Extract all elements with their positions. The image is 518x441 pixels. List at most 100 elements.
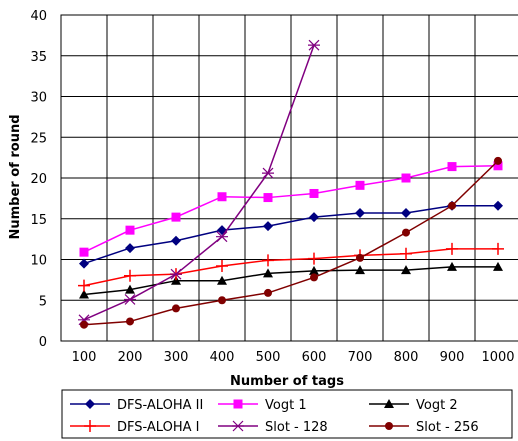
series-slot-128 (78, 39, 320, 326)
series-line (83, 204, 498, 265)
legend-marker (384, 399, 394, 408)
legend-marker (232, 420, 244, 432)
data-point (217, 192, 227, 202)
y-tick-label: 15 (30, 213, 47, 228)
data-point (262, 167, 274, 179)
y-tick-label: 25 (30, 131, 47, 146)
series-slot-256 (80, 156, 502, 329)
data-point (125, 243, 135, 254)
data-point (171, 235, 181, 246)
data-point (217, 275, 227, 285)
data-point (263, 268, 273, 278)
y-tick-label: 5 (39, 294, 47, 309)
legend-marker (385, 422, 393, 430)
data-point (447, 162, 457, 172)
series-line (83, 165, 499, 253)
x-tick-label: 500 (256, 350, 281, 365)
series-line (83, 248, 498, 287)
data-point (216, 231, 228, 243)
y-tick-label: 0 (39, 335, 47, 350)
data-point (355, 265, 365, 275)
legend-label: DFS-ALOHA I (117, 420, 199, 435)
data-point (493, 261, 503, 271)
x-tick-label: 900 (440, 350, 465, 365)
x-tick-label: 100 (72, 350, 97, 365)
y-tick-label: 30 (30, 91, 47, 106)
series-vogt-1 (79, 161, 503, 257)
legend-marker (85, 399, 95, 409)
data-point (446, 242, 458, 255)
y-tick-label: 10 (30, 254, 47, 269)
data-point (309, 265, 319, 275)
data-point (356, 253, 364, 262)
series-line (83, 44, 315, 321)
series-vogt-2 (79, 261, 503, 299)
legend-label: Vogt 1 (265, 398, 307, 413)
data-point (493, 200, 503, 211)
legend-label: Vogt 2 (416, 398, 458, 413)
data-point (79, 289, 89, 299)
data-point (402, 228, 410, 237)
data-point (218, 296, 226, 305)
data-point (263, 221, 273, 232)
x-tick-label: 800 (394, 350, 419, 365)
y-axis-title: Number of round (8, 114, 23, 239)
x-tick-label: 400 (210, 350, 235, 365)
data-point (448, 201, 456, 210)
x-axis-title: Number of tags (230, 374, 344, 389)
legend: DFS-ALOHA II Vogt 1 Vogt 2 DFS-ALOHA I Slot … (61, 389, 513, 439)
data-point (401, 173, 411, 183)
data-point (126, 317, 134, 326)
data-point (309, 188, 319, 198)
x-tick-label: 300 (164, 350, 189, 365)
data-point (400, 247, 412, 260)
data-point (216, 260, 228, 273)
data-point (172, 304, 180, 313)
legend-label: Slot - 256 (416, 420, 479, 435)
y-axis-ticks: 0 5 10 15 20 25 30 35 40 (30, 9, 47, 350)
data-point (401, 265, 411, 275)
series-line (83, 266, 498, 296)
legend-item: Vogt 2 (369, 398, 458, 413)
x-tick-label: 200 (118, 350, 143, 365)
data-point (262, 254, 274, 267)
x-axis-ticks: 100 200 300 400 500 600 700 800 900 1000 (72, 350, 515, 365)
legend-item: Slot - 128 (218, 420, 328, 435)
data-point (355, 180, 365, 190)
data-point (124, 269, 136, 282)
data-point (78, 279, 90, 292)
data-point (401, 208, 411, 219)
x-tick-label: 1000 (481, 350, 514, 365)
data-point (125, 225, 135, 235)
data-point (171, 275, 181, 285)
legend-label: Slot - 128 (265, 420, 328, 435)
legend-item: DFS-ALOHA I (70, 420, 199, 435)
data-point (494, 156, 502, 165)
data-point (125, 284, 135, 294)
data-point (309, 212, 319, 223)
y-tick-label: 40 (30, 9, 47, 24)
legend-marker (84, 420, 96, 432)
data-point (492, 242, 504, 255)
x-tick-label: 600 (302, 350, 327, 365)
legend-item: Slot - 256 (369, 420, 479, 435)
data-point (124, 294, 136, 305)
data-point (263, 193, 273, 203)
y-tick-label: 20 (30, 172, 47, 187)
data-point (171, 212, 181, 222)
data-point (310, 273, 318, 282)
series-line (83, 160, 499, 326)
series-group (78, 39, 504, 329)
legend-label: DFS-ALOHA II (117, 398, 203, 413)
legend-box (61, 389, 513, 439)
grid (60, 14, 518, 342)
data-point (79, 258, 89, 269)
data-point (79, 247, 89, 257)
data-point (80, 320, 88, 329)
data-point (355, 208, 365, 219)
x-tick-label: 700 (348, 350, 373, 365)
data-point (308, 39, 320, 51)
legend-item: DFS-ALOHA II (70, 398, 203, 413)
data-point (308, 252, 320, 265)
